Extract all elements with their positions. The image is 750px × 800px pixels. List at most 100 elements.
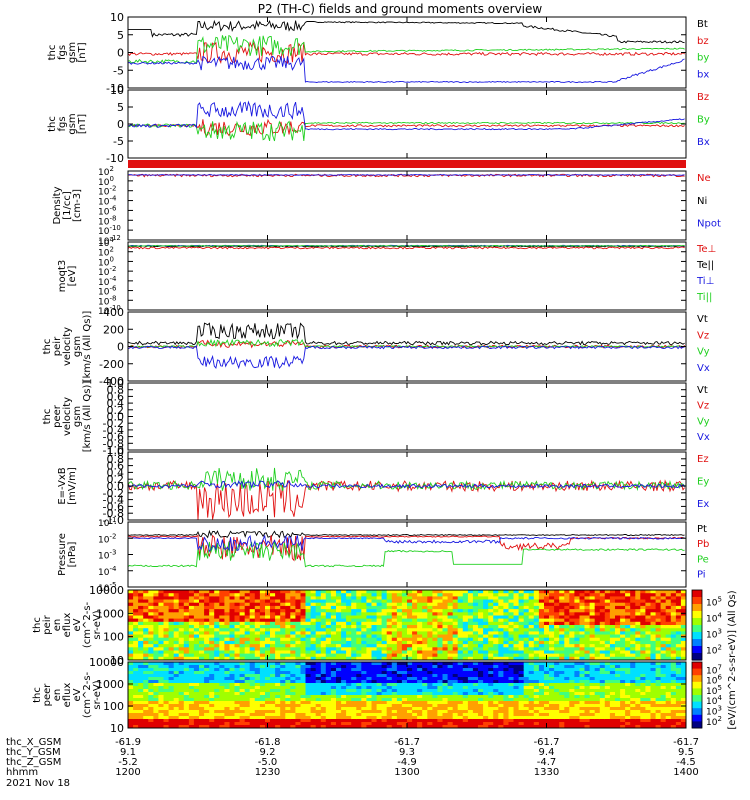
heatmap-cell xyxy=(462,674,469,678)
heatmap-cell xyxy=(183,662,190,666)
heatmap-cell xyxy=(599,686,606,690)
heatmap-cell xyxy=(417,677,423,681)
y-tick-exp: -4 xyxy=(109,275,117,283)
heatmap-cell xyxy=(209,650,215,655)
heatmap-cell xyxy=(270,634,276,639)
heatmap-cell xyxy=(204,719,210,723)
heatmap-cell xyxy=(620,637,626,642)
heatmap-cell xyxy=(523,722,530,726)
heatmap-cell xyxy=(391,653,398,658)
heatmap-cell xyxy=(655,615,662,620)
heatmap-cell xyxy=(310,680,317,684)
heatmap-cell xyxy=(336,668,342,672)
heatmap-cell xyxy=(675,650,682,655)
heatmap-cell xyxy=(599,637,606,642)
colorbar-cell xyxy=(692,607,702,610)
heatmap-cell xyxy=(412,683,418,687)
y-axis-label: sr-eV) xyxy=(92,610,103,639)
heatmap-cell xyxy=(209,710,215,714)
heatmap-cell xyxy=(609,612,616,616)
heatmap-cell xyxy=(417,680,423,684)
heatmap-cell xyxy=(452,680,459,684)
heatmap-cell xyxy=(513,631,519,635)
heatmap-cell xyxy=(356,605,362,610)
heatmap-cell xyxy=(346,640,352,645)
heatmap-cell xyxy=(199,612,205,616)
y-tick-exp: -6 xyxy=(109,285,117,293)
heatmap-cell xyxy=(467,631,474,635)
y-axis-label: [km/s (All Qs)] xyxy=(82,311,93,383)
heatmap-cell xyxy=(569,634,575,639)
heatmap-cell xyxy=(533,631,540,635)
heatmap-cell xyxy=(391,668,398,672)
heatmap-cell xyxy=(518,605,525,610)
heatmap-cell xyxy=(391,725,398,729)
heatmap-cell xyxy=(158,668,164,672)
heatmap-cell xyxy=(133,628,139,632)
heatmap-cell xyxy=(361,683,367,687)
heatmap-cell xyxy=(472,621,479,626)
heatmap-cell xyxy=(300,668,306,672)
heatmap-cell xyxy=(427,609,433,613)
heatmap-cell xyxy=(650,605,656,610)
heatmap-cell xyxy=(280,615,286,620)
heatmap-cell xyxy=(214,625,220,629)
heatmap-cell xyxy=(564,628,570,632)
heatmap-cell xyxy=(391,683,398,687)
heatmap-cell xyxy=(163,686,169,690)
heatmap-cell xyxy=(442,683,448,687)
heatmap-cell xyxy=(680,618,687,623)
heatmap-cell xyxy=(138,644,144,648)
heatmap-cell xyxy=(138,686,144,690)
heatmap-cell xyxy=(163,596,169,600)
heatmap-cell xyxy=(457,612,464,616)
heatmap-cell xyxy=(401,722,408,726)
heatmap-cell xyxy=(270,653,276,658)
heatmap-cell xyxy=(229,677,235,681)
heatmap-cell xyxy=(599,707,606,711)
heatmap-cell xyxy=(143,716,149,720)
heatmap-cell xyxy=(295,692,301,696)
heatmap-cell xyxy=(493,637,499,642)
heatmap-cell xyxy=(559,634,565,639)
heatmap-cell xyxy=(412,710,418,714)
y-tick-label: 0.6 xyxy=(107,390,125,403)
heatmap-cell xyxy=(163,683,169,687)
heatmap-cell xyxy=(249,653,256,658)
heatmap-cell xyxy=(427,686,433,690)
heatmap-cell xyxy=(620,599,626,604)
heatmap-cell xyxy=(204,662,210,666)
heatmap-cell xyxy=(178,674,185,678)
heatmap-cell xyxy=(604,689,611,693)
y-axis-label: thc xyxy=(47,116,58,132)
heatmap-cell xyxy=(148,640,154,645)
heatmap-cell xyxy=(432,722,438,726)
heatmap-cell xyxy=(133,621,139,626)
heatmap-cell xyxy=(224,631,230,635)
heatmap-cell xyxy=(381,680,388,684)
heatmap-cell xyxy=(168,599,175,604)
heatmap-cell xyxy=(564,621,570,626)
heatmap-cell xyxy=(422,713,428,717)
heatmap-cell xyxy=(300,707,306,711)
heatmap-cell xyxy=(559,665,565,669)
heatmap-cell xyxy=(457,590,464,594)
heatmap-cell xyxy=(305,596,311,600)
heatmap-cell xyxy=(579,599,585,604)
heatmap-cell xyxy=(625,625,631,629)
heatmap-cell xyxy=(589,683,596,687)
heatmap-cell xyxy=(442,707,448,711)
heatmap-cell xyxy=(178,680,185,684)
heatmap-cell xyxy=(599,716,606,720)
heatmap-cell xyxy=(138,668,144,672)
heatmap-cell xyxy=(650,609,656,613)
heatmap-cell xyxy=(645,647,651,651)
heatmap-cell xyxy=(244,725,251,729)
heatmap-cell xyxy=(544,719,550,723)
heatmap-cell xyxy=(488,615,494,620)
heatmap-cell xyxy=(133,713,139,717)
heatmap-cell xyxy=(432,621,438,626)
heatmap-cell xyxy=(396,609,403,613)
heatmap-cell xyxy=(538,631,545,635)
heatmap-cell xyxy=(589,665,596,669)
